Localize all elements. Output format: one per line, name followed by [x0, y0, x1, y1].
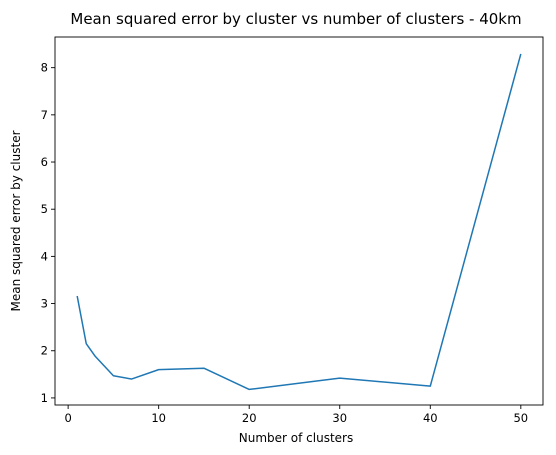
plot-area [76, 53, 522, 391]
y-tick-label: 6 [41, 155, 48, 169]
x-tick-label: 0 [64, 411, 71, 425]
chart-title: Mean squared error by cluster vs number … [70, 10, 521, 28]
y-tick-label: 1 [41, 391, 48, 405]
y-tick-label: 5 [41, 202, 48, 216]
x-tick-label: 30 [332, 411, 347, 425]
x-axis-label: Number of clusters [239, 431, 353, 445]
y-tick-label: 7 [41, 108, 48, 122]
series-line [76, 53, 522, 391]
y-tick-label: 3 [41, 297, 48, 311]
y-tick-label: 2 [41, 344, 48, 358]
x-tick-label: 10 [151, 411, 166, 425]
y-tick-label: 4 [41, 249, 48, 263]
x-tick-label: 50 [513, 411, 528, 425]
x-tick-label: 40 [423, 411, 438, 425]
y-tick-label: 8 [41, 61, 48, 75]
x-axis: 0 10 20 30 40 50 [64, 405, 528, 425]
x-tick-label: 20 [242, 411, 257, 425]
y-axis-label: Mean squared error by cluster [9, 130, 23, 311]
y-axis: 1 2 3 4 5 6 7 8 [41, 61, 55, 405]
plot-frame [54, 36, 544, 406]
